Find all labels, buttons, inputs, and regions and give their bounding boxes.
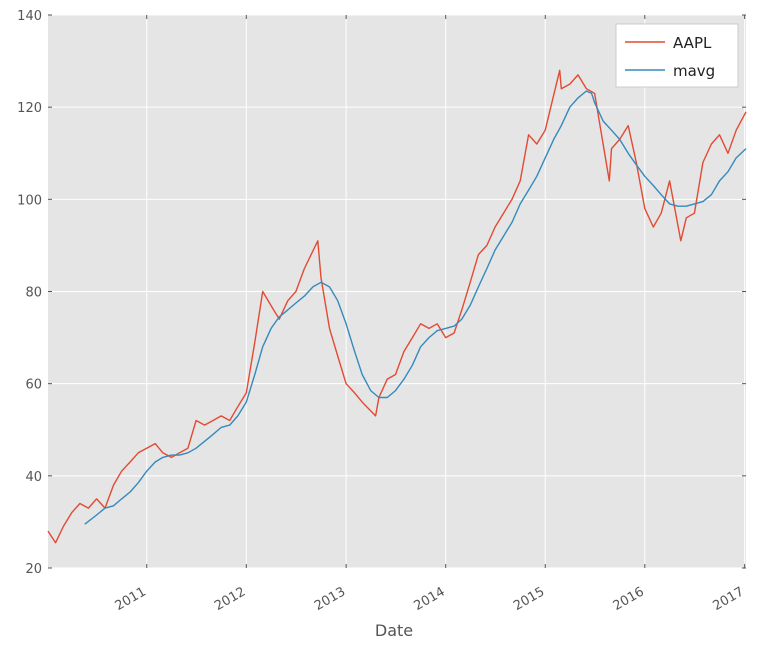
y-tick-label: 100 [17, 193, 42, 208]
x-tick-label: 2017 [710, 584, 746, 614]
series-line-aapl [47, 69, 747, 544]
legend-box [615, 23, 739, 88]
legend: AAPL mavg [615, 23, 739, 88]
x-tick-label: 2011 [113, 584, 149, 614]
x-tick-label: 2014 [412, 584, 448, 614]
legend-label-mavg: mavg [673, 62, 715, 80]
y-tick-label: 40 [25, 470, 42, 485]
y-tick-label: 140 [17, 9, 42, 24]
x-tick-label: 2016 [611, 584, 647, 614]
x-tick-label: 2013 [312, 584, 348, 614]
y-tick-labels: 20 40 60 80 100 120 140 [17, 9, 42, 577]
y-tick-label: 80 [25, 286, 42, 301]
y-tick-label: 60 [25, 378, 42, 393]
x-tick-label: 2012 [212, 584, 248, 614]
series-layer [47, 69, 747, 544]
axis-ticks [48, 14, 746, 569]
x-tick-label: 2015 [511, 584, 547, 614]
x-tick-labels: 2011 2012 2013 2014 2015 2016 2017 [113, 584, 747, 614]
x-axis-title: Date [375, 621, 413, 640]
legend-label-aapl: AAPL [673, 34, 712, 52]
y-tick-label: 20 [25, 562, 42, 577]
series-line-mavg [84, 90, 747, 525]
y-tick-label: 120 [17, 101, 42, 116]
